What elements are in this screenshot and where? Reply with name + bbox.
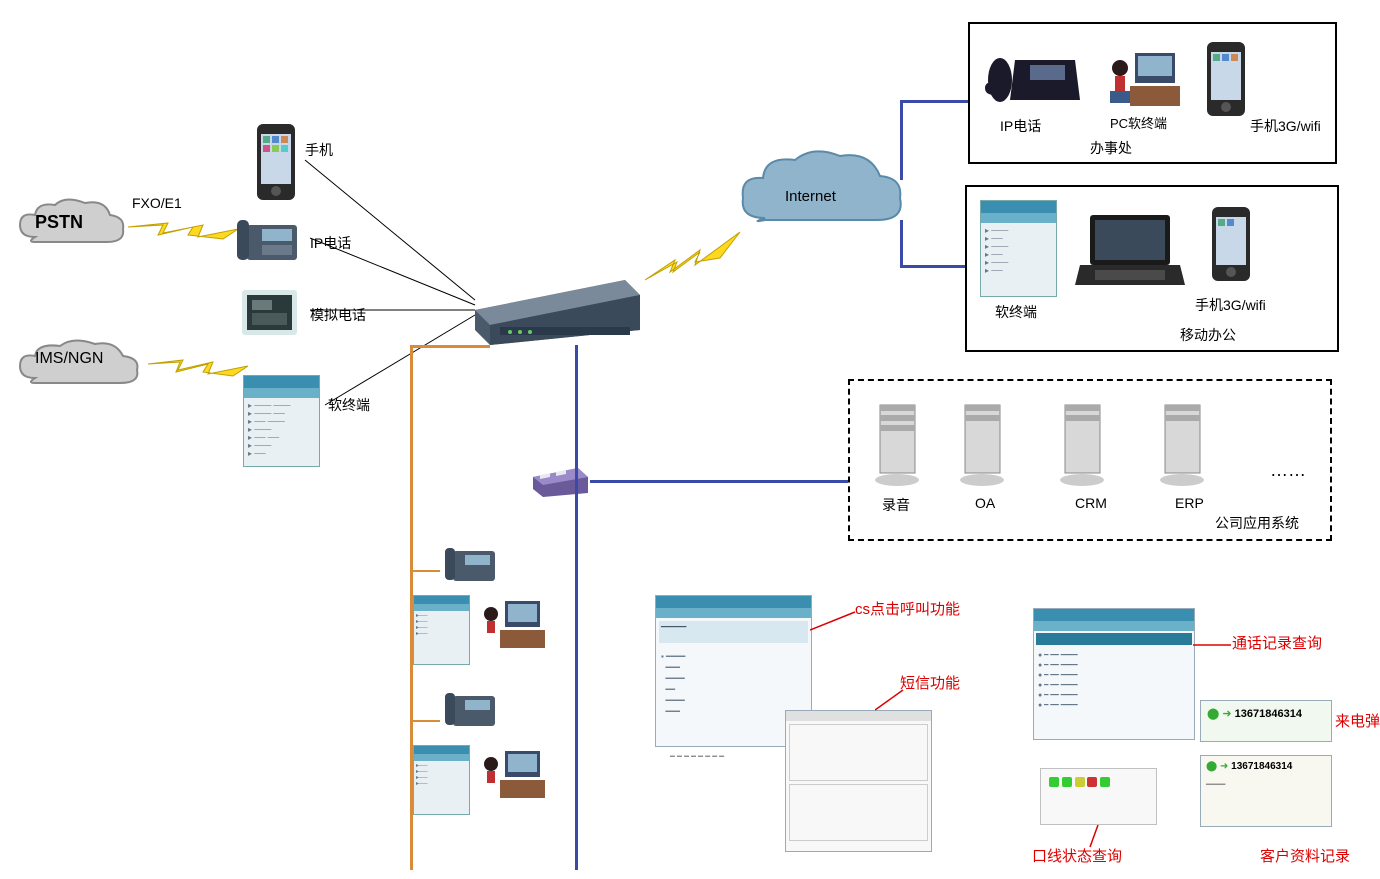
mobile-3g-label: 手机3G/wifi	[1195, 295, 1266, 315]
office-ipphone	[985, 40, 1085, 110]
fxo-label: FXO/E1	[132, 195, 182, 211]
line-internet-mobile	[900, 265, 965, 268]
line-internet-office	[900, 100, 968, 103]
ws-pc2	[475, 748, 545, 806]
office-pc	[1100, 48, 1180, 113]
feat-sms-shot	[785, 710, 932, 852]
office-3g	[1205, 40, 1247, 118]
office-3g-label: 手机3G/wifi	[1250, 116, 1321, 136]
feat-call-line	[810, 610, 860, 640]
connector-lines-left	[295, 140, 495, 420]
smartphone-icon	[255, 122, 297, 202]
server-record	[870, 395, 925, 490]
hline-orange-top	[410, 345, 490, 348]
ws-soft2: ▸──▸──▸──▸──	[413, 745, 470, 815]
srv-erp-label: ERP	[1175, 495, 1204, 511]
srv-oa-label: OA	[975, 495, 995, 511]
server-erp	[1155, 395, 1210, 490]
analog-phone-icon	[237, 285, 302, 340]
lightning-pstn	[128, 215, 238, 245]
feat-line-shot	[1040, 768, 1157, 825]
ws-branch3	[410, 720, 440, 722]
vline-blue	[575, 345, 578, 870]
ims-label: IMS/NGN	[35, 350, 103, 368]
server-oa	[955, 395, 1010, 490]
ws-pc1	[475, 598, 545, 656]
feat-call-label: cs点击呼叫功能	[855, 598, 960, 619]
server-crm	[1055, 395, 1110, 490]
ws-phone2	[445, 688, 500, 733]
popup-num-2: 13671846314	[1231, 761, 1292, 772]
gateway-device	[470, 275, 645, 355]
sms-footer: ━ ━ ━ ━ ━ ━ ━ ━	[670, 752, 724, 761]
ws-phone1	[445, 543, 500, 588]
srv-title-label: 公司应用系统	[1215, 513, 1299, 533]
feat-cdr-label: 通话记录查询	[1232, 632, 1322, 653]
mobile-laptop	[1075, 210, 1185, 295]
internet-label: Internet	[785, 188, 836, 205]
line-internet-mobile-v	[900, 220, 903, 268]
popup-num-1: 13671846314	[1235, 708, 1302, 720]
office-label: 办事处	[1090, 138, 1132, 158]
pstn-label: PSTN	[35, 212, 83, 233]
office-pc-label: PC软终端	[1110, 113, 1167, 132]
srv-dots: ……	[1270, 460, 1306, 481]
mobile-soft-label: 软终端	[995, 302, 1037, 322]
srv-record-label: 录音	[882, 495, 910, 515]
feat-popup-label: 来电弹屏	[1335, 710, 1380, 731]
ims-cloud	[15, 338, 150, 398]
lightning-ims	[148, 352, 248, 382]
feat-popup-shot1: ⬤ ➜ 13671846314	[1200, 700, 1332, 742]
feat-cdr-line	[1193, 640, 1233, 650]
ipphone-icon	[237, 215, 302, 270]
ws-branch1	[410, 570, 440, 572]
mobile-soft: ▸ ───▸ ──▸ ───▸ ──▸ ───▸ ──	[980, 200, 1057, 297]
feat-sms-label: 短信功能	[900, 672, 960, 693]
feat-cust-shot: ⬤ ➜ 13671846314 ━━━━	[1200, 755, 1332, 827]
srv-crm-label: CRM	[1075, 495, 1107, 511]
switch-icon	[528, 465, 593, 500]
lightning-internet	[645, 230, 745, 290]
mobile-office-label: 移动办公	[1180, 325, 1236, 345]
mobile-3g-phone	[1210, 205, 1252, 283]
feat-cust-label: 客户资料记录	[1260, 845, 1350, 866]
feat-cdr-shot: ● ━ ━━ ━━━━● ━ ━━ ━━━━● ━ ━━ ━━━━● ━ ━━ …	[1033, 608, 1195, 740]
ws-soft1: ▸──▸──▸──▸──	[413, 595, 470, 665]
feat-line-label: 口线状态查询	[1032, 845, 1122, 866]
line-internet-office-v	[900, 100, 903, 180]
office-ip-label: IP电话	[1000, 116, 1041, 136]
line-switch-servers	[590, 480, 848, 483]
